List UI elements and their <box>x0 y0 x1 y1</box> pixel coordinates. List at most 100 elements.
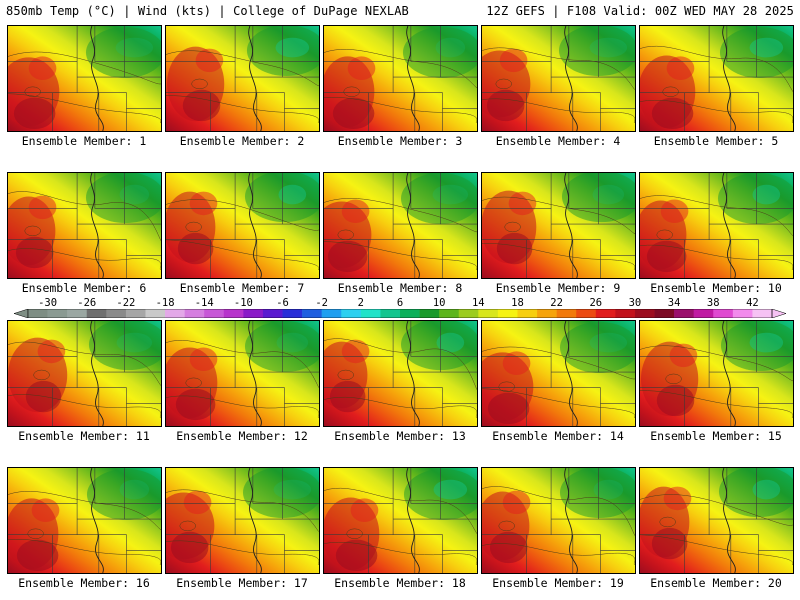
colorbar-tick-label: 2 <box>357 297 364 309</box>
colorbar-swatch <box>125 309 146 318</box>
colorbar-swatch <box>360 309 381 318</box>
member-map-panel <box>7 25 162 132</box>
colorbar-tick-label: 10 <box>432 297 446 309</box>
color-scale-bar <box>14 309 786 318</box>
colorbar-swatch <box>28 309 48 318</box>
member-label: Ensemble Member: 17 <box>176 576 308 590</box>
member-map-panel <box>165 467 320 574</box>
member-label: Ensemble Member: 2 <box>179 134 305 148</box>
member-label: Ensemble Member: 10 <box>650 281 782 295</box>
colorbar-tick-label: 6 <box>396 297 404 309</box>
colorbar-swatch <box>262 309 283 318</box>
run-info: 12Z GEFS | F108 Valid: 00Z WED MAY 28 20… <box>486 4 794 18</box>
colorbar-swatch <box>321 309 342 318</box>
member-map-panel <box>481 172 636 279</box>
member-label: Ensemble Member: 19 <box>492 576 624 590</box>
colorbar-tick-label: -10 <box>233 297 253 309</box>
colorbar-tick-label: -18 <box>155 297 175 309</box>
member-map-panel <box>165 172 320 279</box>
colorbar-swatch <box>478 309 499 318</box>
member-label: Ensemble Member: 16 <box>18 576 150 590</box>
member-map-panel <box>7 172 162 279</box>
colorbar-swatch <box>458 309 479 318</box>
colorbar-swatch <box>302 309 322 318</box>
colorbar-swatch <box>400 309 420 318</box>
colorbar-swatch <box>165 309 185 318</box>
member-map-panel <box>639 172 794 279</box>
colorbar-swatch <box>419 309 440 318</box>
colorbar-swatch <box>537 309 557 318</box>
map-title: 850mb Temp (°C) | Wind (kts) | College o… <box>6 4 409 18</box>
member-label: Ensemble Member: 11 <box>18 429 150 443</box>
colorbar-swatch <box>145 309 166 318</box>
member-label: Ensemble Member: 12 <box>176 429 308 443</box>
colorbar-swatch <box>634 309 655 318</box>
member-label: Ensemble Member: 4 <box>495 134 621 148</box>
member-map-panel <box>639 320 794 427</box>
colorbar-swatch <box>282 309 303 318</box>
member-label: Ensemble Member: 18 <box>334 576 466 590</box>
colorbar-swatch <box>184 309 205 318</box>
colorbar-swatch <box>615 309 636 318</box>
colorbar-swatch <box>595 309 616 318</box>
colorbar-swatch <box>204 309 225 318</box>
member-label: Ensemble Member: 7 <box>179 281 305 295</box>
colorbar-min-arrow <box>14 309 29 318</box>
member-label: Ensemble Member: 1 <box>21 134 147 148</box>
colorbar-swatch <box>47 309 68 318</box>
member-label: Ensemble Member: 3 <box>337 134 463 148</box>
colorbar-swatch <box>556 309 577 318</box>
colorbar-tick-label: -30 <box>38 297 58 309</box>
member-map-panel <box>165 25 320 132</box>
colorbar-swatch <box>243 309 264 318</box>
member-label: Ensemble Member: 14 <box>492 429 624 443</box>
member-map-panel <box>323 320 478 427</box>
member-map-panel <box>7 467 162 574</box>
colorbar-tick-label: 14 <box>471 297 485 309</box>
colorbar-swatch <box>713 309 734 318</box>
colorbar-tick-label: -14 <box>194 297 214 309</box>
member-label: Ensemble Member: 13 <box>334 429 466 443</box>
member-map-panel <box>7 320 162 427</box>
colorbar-swatch <box>576 309 597 318</box>
member-label: Ensemble Member: 20 <box>650 576 782 590</box>
colorbar-swatch <box>752 309 773 318</box>
colorbar-tick-label: 34 <box>667 297 681 309</box>
colorbar-swatch <box>497 309 518 318</box>
colorbar-tick-label: 42 <box>746 297 759 309</box>
member-map-panel <box>165 320 320 427</box>
colorbar-tick-label: -2 <box>315 297 328 309</box>
colorbar-tick-label: 22 <box>550 297 563 309</box>
member-map-panel <box>481 25 636 132</box>
colorbar-swatch <box>517 309 538 318</box>
member-map-panel <box>323 467 478 574</box>
colorbar-swatch <box>341 309 362 318</box>
colorbar-swatch <box>86 309 107 318</box>
colorbar-swatch <box>106 309 127 318</box>
colorbar-swatch <box>732 309 753 318</box>
member-label: Ensemble Member: 8 <box>337 281 463 295</box>
member-label: Ensemble Member: 5 <box>653 134 779 148</box>
member-label: Ensemble Member: 9 <box>495 281 621 295</box>
colorbar-swatch <box>439 309 460 318</box>
member-map-panel <box>323 25 478 132</box>
colorbar-tick-label: -22 <box>116 297 136 309</box>
colorbar-swatch <box>693 309 714 318</box>
member-map-panel <box>481 320 636 427</box>
colorbar-swatch <box>223 309 244 318</box>
colorbar-tick-label: 18 <box>511 297 524 309</box>
member-map-panel <box>639 25 794 132</box>
colorbar-swatch <box>380 309 401 318</box>
member-label: Ensemble Member: 15 <box>650 429 782 443</box>
member-map-panel <box>639 467 794 574</box>
colorbar-tick-label: 26 <box>589 297 603 309</box>
member-map-panel <box>323 172 478 279</box>
colorbar-tick-label: 38 <box>706 297 720 309</box>
colorbar-swatch <box>67 309 88 318</box>
member-label: Ensemble Member: 6 <box>21 281 147 295</box>
colorbar-tick-label: -26 <box>77 297 97 309</box>
member-map-panel <box>481 467 636 574</box>
colorbar-max-arrow <box>771 309 786 318</box>
colorbar-tick-label: -6 <box>276 297 289 309</box>
colorbar-swatch <box>674 309 694 318</box>
